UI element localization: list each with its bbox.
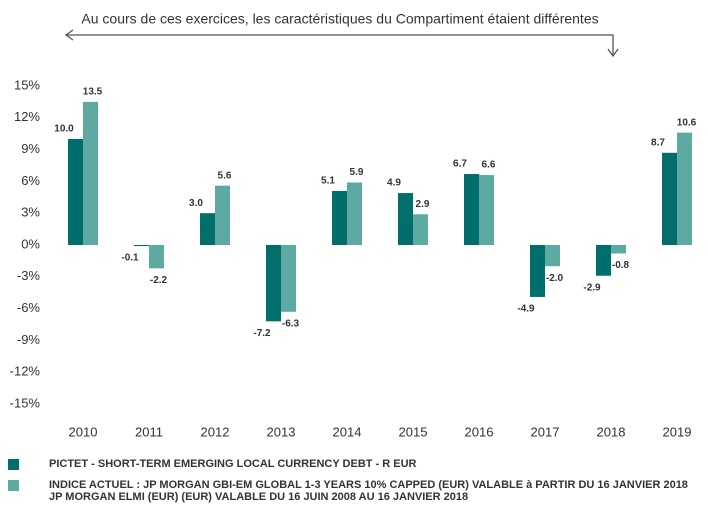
y-tick-label: -15% [10,395,41,410]
bar [479,175,494,245]
bar [596,245,611,276]
x-tick-label: 2016 [465,424,494,439]
y-tick-label: 0% [21,236,40,251]
x-tick-label: 2019 [663,424,692,439]
chart: Au cours de ces exercices, les caractéri… [10,11,697,440]
value-label: -2.9 [583,282,601,293]
bar [413,214,428,245]
bar [677,132,692,245]
value-label: 6.7 [453,159,467,170]
value-label: 6.6 [482,160,496,171]
bar [266,245,281,322]
value-label: 2.9 [416,199,430,210]
legend-item: INDICE ACTUEL : JP MORGAN GBI-EM GLOBAL … [8,479,698,491]
bar [281,245,296,312]
bar [68,139,83,245]
bar [200,213,215,245]
annotation-arrow [64,29,619,58]
bar [530,245,545,297]
y-tick-label: -12% [10,364,41,379]
bar [611,245,626,254]
legend-label: PICTET - SHORT-TERM EMERGING LOCAL CURRE… [49,458,417,470]
value-label: 13.5 [83,87,103,98]
value-label: 5.1 [321,176,335,187]
legend-swatch [8,480,19,491]
legend: PICTET - SHORT-TERM EMERGING LOCAL CURRE… [8,458,698,503]
value-label: 10.6 [677,117,697,128]
value-label: 3.0 [189,198,203,209]
bar [398,193,413,245]
value-label: 8.7 [651,137,665,148]
value-label: 4.9 [387,178,401,189]
y-tick-label: 15% [14,77,40,92]
value-label: -0.8 [612,260,630,271]
bar [662,152,677,245]
y-tick-label: 6% [21,173,40,188]
value-label: -0.1 [121,253,139,264]
y-tick-label: 9% [21,141,40,156]
x-tick-label: 2014 [333,424,362,439]
value-label: 5.9 [350,167,364,178]
bar [149,245,164,269]
y-tick-label: -6% [17,300,41,315]
value-label: -2.0 [546,273,564,284]
bar [332,190,347,245]
annotation: Au cours de ces exercices, les caractéri… [81,11,598,27]
x-tick-label: 2017 [531,424,560,439]
x-tick-label: 2010 [69,424,98,439]
x-tick-label: 2013 [267,424,296,439]
value-label: 5.6 [218,170,232,181]
value-label: -4.9 [517,304,535,315]
y-tick-label: -9% [17,332,41,347]
value-label: -2.2 [150,275,168,286]
legend-item: PICTET - SHORT-TERM EMERGING LOCAL CURRE… [8,458,698,470]
bar [464,173,479,245]
x-tick-label: 2011 [135,424,163,439]
bar [545,245,560,267]
value-label: 10.0 [54,124,74,135]
bar [83,101,98,246]
legend-label: INDICE ACTUEL : JP MORGAN GBI-EM GLOBAL … [49,479,688,491]
x-tick-label: 2015 [399,424,428,439]
value-label: -6.3 [282,318,300,329]
bar [347,182,362,245]
y-tick-label: 12% [14,109,40,124]
bar [215,185,230,245]
legend-note: JP MORGAN ELMI (EUR) (EUR) VALABLE DU 16… [49,491,469,503]
x-tick-label: 2012 [201,424,230,439]
value-label: -7.2 [253,328,271,339]
legend-swatch [8,459,19,470]
bar [134,245,149,247]
y-tick-label: -3% [17,268,41,283]
x-tick-label: 2018 [597,424,626,439]
y-tick-label: 3% [21,205,40,220]
